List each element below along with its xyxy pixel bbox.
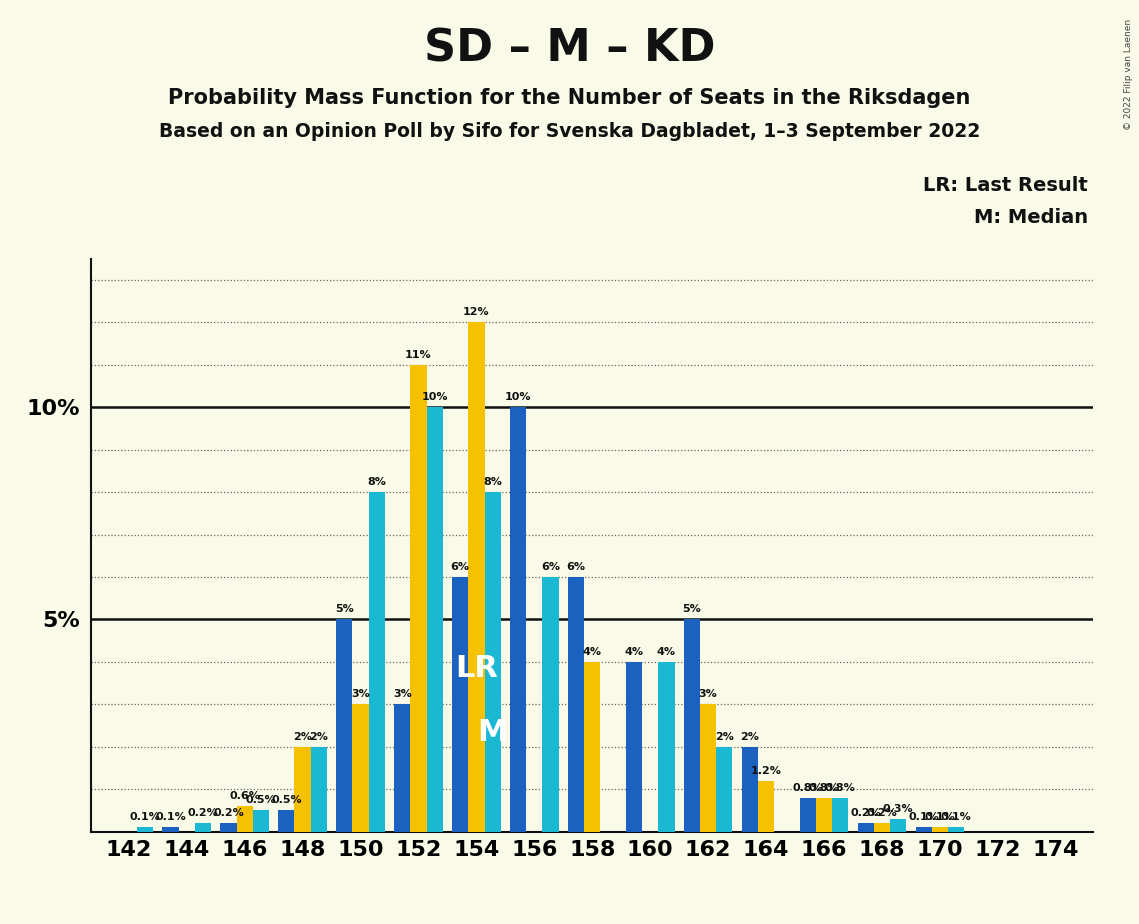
Bar [427, 407, 443, 832]
Text: 0.5%: 0.5% [271, 796, 302, 806]
Bar [757, 781, 775, 832]
Bar [237, 806, 253, 832]
Bar [510, 407, 526, 832]
Text: Probability Mass Function for the Number of Seats in the Riksdagen: Probability Mass Function for the Number… [169, 88, 970, 108]
Text: 2%: 2% [293, 732, 312, 742]
Text: Based on an Opinion Poll by Sifo for Svenska Dagbladet, 1–3 September 2022: Based on an Opinion Poll by Sifo for Sve… [158, 122, 981, 141]
Bar [584, 662, 600, 832]
Bar [410, 365, 427, 832]
Text: 0.2%: 0.2% [213, 808, 244, 818]
Text: LR: LR [454, 654, 498, 683]
Text: 2%: 2% [740, 732, 760, 742]
Text: 3%: 3% [393, 689, 411, 699]
Bar [278, 810, 295, 832]
Text: 0.1%: 0.1% [925, 812, 956, 822]
Text: 0.1%: 0.1% [908, 812, 939, 822]
Text: 8%: 8% [367, 477, 386, 487]
Bar [658, 662, 674, 832]
Text: 4%: 4% [624, 647, 644, 657]
Text: 0.6%: 0.6% [229, 791, 260, 801]
Text: 0.1%: 0.1% [130, 812, 161, 822]
Bar [452, 577, 468, 832]
Bar [890, 819, 907, 832]
Bar [352, 704, 369, 832]
Bar [468, 322, 484, 832]
Text: 0.2%: 0.2% [867, 808, 898, 818]
Text: 0.3%: 0.3% [883, 804, 913, 814]
Text: LR: Last Result: LR: Last Result [923, 176, 1088, 195]
Bar [716, 747, 732, 832]
Bar [163, 827, 179, 832]
Text: 0.2%: 0.2% [188, 808, 219, 818]
Bar [137, 827, 153, 832]
Text: 1.2%: 1.2% [751, 766, 781, 775]
Bar [542, 577, 558, 832]
Text: 0.8%: 0.8% [809, 783, 839, 793]
Bar [253, 810, 269, 832]
Bar [220, 823, 237, 832]
Bar [484, 492, 501, 832]
Bar [816, 797, 833, 832]
Bar [916, 827, 932, 832]
Text: © 2022 Filip van Laenen: © 2022 Filip van Laenen [1124, 18, 1133, 129]
Text: SD – M – KD: SD – M – KD [424, 28, 715, 71]
Text: M: M [477, 718, 508, 747]
Text: 2%: 2% [310, 732, 328, 742]
Text: 6%: 6% [451, 562, 469, 572]
Bar [295, 747, 311, 832]
Bar [741, 747, 757, 832]
Bar [800, 797, 816, 832]
Text: 0.1%: 0.1% [155, 812, 186, 822]
Bar [369, 492, 385, 832]
Text: 4%: 4% [583, 647, 601, 657]
Bar [311, 747, 327, 832]
Text: 10%: 10% [505, 392, 532, 402]
Text: 3%: 3% [699, 689, 718, 699]
Text: 0.2%: 0.2% [851, 808, 882, 818]
Text: 0.8%: 0.8% [825, 783, 855, 793]
Bar [336, 619, 352, 832]
Text: 0.8%: 0.8% [793, 783, 823, 793]
Text: 3%: 3% [351, 689, 370, 699]
Bar [874, 823, 890, 832]
Bar [626, 662, 642, 832]
Bar [858, 823, 874, 832]
Bar [700, 704, 716, 832]
Text: 11%: 11% [405, 349, 432, 359]
Text: 5%: 5% [335, 604, 354, 614]
Bar [394, 704, 410, 832]
Text: M: Median: M: Median [974, 208, 1088, 227]
Bar [948, 827, 965, 832]
Text: 5%: 5% [682, 604, 702, 614]
Bar [195, 823, 211, 832]
Bar [568, 577, 584, 832]
Text: 4%: 4% [657, 647, 675, 657]
Text: 10%: 10% [421, 392, 448, 402]
Text: 6%: 6% [566, 562, 585, 572]
Bar [683, 619, 700, 832]
Text: 6%: 6% [541, 562, 560, 572]
Text: 2%: 2% [715, 732, 734, 742]
Bar [833, 797, 849, 832]
Text: 0.5%: 0.5% [246, 796, 276, 806]
Text: 8%: 8% [483, 477, 502, 487]
Bar [932, 827, 948, 832]
Text: 12%: 12% [464, 308, 490, 317]
Text: 0.1%: 0.1% [941, 812, 972, 822]
